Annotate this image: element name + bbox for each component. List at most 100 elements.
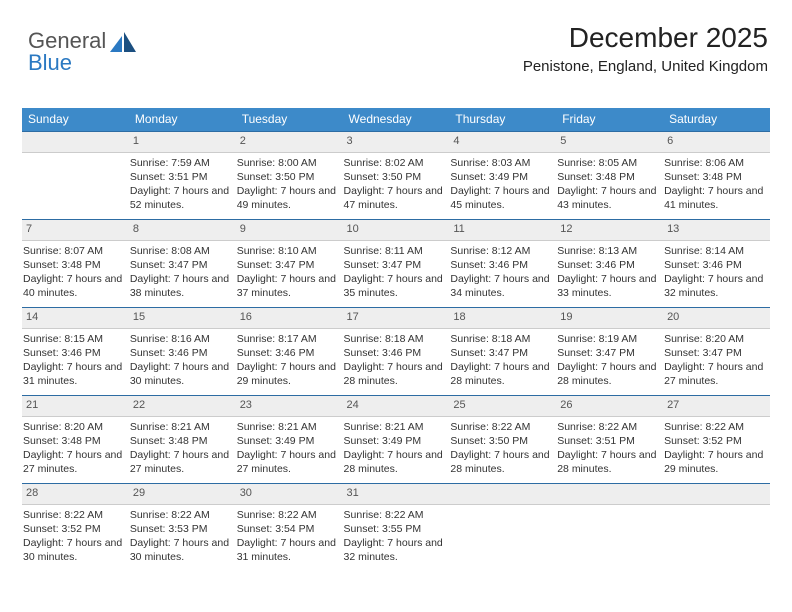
calendar-cell: 1Sunrise: 7:59 AMSunset: 3:51 PMDaylight… bbox=[129, 131, 236, 219]
calendar-cell: 31Sunrise: 8:22 AMSunset: 3:55 PMDayligh… bbox=[343, 483, 450, 571]
sunset-line: Sunset: 3:46 PM bbox=[557, 258, 661, 272]
day-number bbox=[449, 483, 556, 505]
sunrise-line: Sunrise: 8:22 AM bbox=[450, 420, 554, 434]
calendar-cell: 9Sunrise: 8:10 AMSunset: 3:47 PMDaylight… bbox=[236, 219, 343, 307]
weekday-header: Wednesday bbox=[343, 108, 450, 131]
day-number: 5 bbox=[556, 131, 663, 153]
sunset-line: Sunset: 3:49 PM bbox=[344, 434, 448, 448]
day-content: Sunrise: 8:07 AMSunset: 3:48 PMDaylight:… bbox=[22, 243, 129, 301]
daylight-line: Daylight: 7 hours and 47 minutes. bbox=[344, 184, 448, 212]
day-content: Sunrise: 8:00 AMSunset: 3:50 PMDaylight:… bbox=[236, 155, 343, 213]
daylight-line: Daylight: 7 hours and 52 minutes. bbox=[130, 184, 234, 212]
sunrise-line: Sunrise: 8:13 AM bbox=[557, 244, 661, 258]
sunset-line: Sunset: 3:52 PM bbox=[664, 434, 768, 448]
day-number: 13 bbox=[663, 219, 770, 241]
day-content: Sunrise: 8:13 AMSunset: 3:46 PMDaylight:… bbox=[556, 243, 663, 301]
sunrise-line: Sunrise: 8:21 AM bbox=[130, 420, 234, 434]
day-number: 7 bbox=[22, 219, 129, 241]
daylight-line: Daylight: 7 hours and 49 minutes. bbox=[237, 184, 341, 212]
daylight-line: Daylight: 7 hours and 30 minutes. bbox=[130, 360, 234, 388]
calendar-cell: 21Sunrise: 8:20 AMSunset: 3:48 PMDayligh… bbox=[22, 395, 129, 483]
brand-logo: General Blue bbox=[28, 30, 136, 74]
day-content: Sunrise: 8:22 AMSunset: 3:54 PMDaylight:… bbox=[236, 507, 343, 565]
calendar-cell: 4Sunrise: 8:03 AMSunset: 3:49 PMDaylight… bbox=[449, 131, 556, 219]
day-number: 4 bbox=[449, 131, 556, 153]
day-content: Sunrise: 8:22 AMSunset: 3:50 PMDaylight:… bbox=[449, 419, 556, 477]
day-number: 25 bbox=[449, 395, 556, 417]
sunrise-line: Sunrise: 8:18 AM bbox=[344, 332, 448, 346]
sunset-line: Sunset: 3:48 PM bbox=[664, 170, 768, 184]
daylight-line: Daylight: 7 hours and 41 minutes. bbox=[664, 184, 768, 212]
daylight-line: Daylight: 7 hours and 31 minutes. bbox=[237, 536, 341, 564]
day-number: 8 bbox=[129, 219, 236, 241]
day-number: 3 bbox=[343, 131, 450, 153]
day-content: Sunrise: 8:14 AMSunset: 3:46 PMDaylight:… bbox=[663, 243, 770, 301]
day-number: 22 bbox=[129, 395, 236, 417]
daylight-line: Daylight: 7 hours and 32 minutes. bbox=[344, 536, 448, 564]
calendar-cell: 14Sunrise: 8:15 AMSunset: 3:46 PMDayligh… bbox=[22, 307, 129, 395]
sunrise-line: Sunrise: 8:10 AM bbox=[237, 244, 341, 258]
sunset-line: Sunset: 3:55 PM bbox=[344, 522, 448, 536]
sunrise-line: Sunrise: 8:22 AM bbox=[23, 508, 127, 522]
day-number: 16 bbox=[236, 307, 343, 329]
calendar-cell: 23Sunrise: 8:21 AMSunset: 3:49 PMDayligh… bbox=[236, 395, 343, 483]
sunrise-line: Sunrise: 8:22 AM bbox=[664, 420, 768, 434]
day-number: 6 bbox=[663, 131, 770, 153]
calendar-cell: 8Sunrise: 8:08 AMSunset: 3:47 PMDaylight… bbox=[129, 219, 236, 307]
day-content: Sunrise: 8:22 AMSunset: 3:52 PMDaylight:… bbox=[663, 419, 770, 477]
sunset-line: Sunset: 3:46 PM bbox=[23, 346, 127, 360]
sunrise-line: Sunrise: 8:08 AM bbox=[130, 244, 234, 258]
sunrise-line: Sunrise: 8:17 AM bbox=[237, 332, 341, 346]
sunset-line: Sunset: 3:47 PM bbox=[664, 346, 768, 360]
day-number bbox=[663, 483, 770, 505]
day-content: Sunrise: 8:20 AMSunset: 3:47 PMDaylight:… bbox=[663, 331, 770, 389]
calendar-cell: 10Sunrise: 8:11 AMSunset: 3:47 PMDayligh… bbox=[343, 219, 450, 307]
day-content: Sunrise: 8:21 AMSunset: 3:48 PMDaylight:… bbox=[129, 419, 236, 477]
day-number: 17 bbox=[343, 307, 450, 329]
calendar-cell: 20Sunrise: 8:20 AMSunset: 3:47 PMDayligh… bbox=[663, 307, 770, 395]
daylight-line: Daylight: 7 hours and 37 minutes. bbox=[237, 272, 341, 300]
day-number: 23 bbox=[236, 395, 343, 417]
calendar-cell bbox=[449, 483, 556, 571]
calendar-cell bbox=[556, 483, 663, 571]
calendar-cell: 25Sunrise: 8:22 AMSunset: 3:50 PMDayligh… bbox=[449, 395, 556, 483]
day-content: Sunrise: 8:05 AMSunset: 3:48 PMDaylight:… bbox=[556, 155, 663, 213]
weekday-header: Monday bbox=[129, 108, 236, 131]
daylight-line: Daylight: 7 hours and 30 minutes. bbox=[130, 536, 234, 564]
day-content: Sunrise: 8:18 AMSunset: 3:47 PMDaylight:… bbox=[449, 331, 556, 389]
calendar-header-row: SundayMondayTuesdayWednesdayThursdayFrid… bbox=[22, 108, 770, 131]
sunset-line: Sunset: 3:47 PM bbox=[237, 258, 341, 272]
sunset-line: Sunset: 3:46 PM bbox=[450, 258, 554, 272]
calendar-cell: 5Sunrise: 8:05 AMSunset: 3:48 PMDaylight… bbox=[556, 131, 663, 219]
day-number: 1 bbox=[129, 131, 236, 153]
calendar-cell: 15Sunrise: 8:16 AMSunset: 3:46 PMDayligh… bbox=[129, 307, 236, 395]
daylight-line: Daylight: 7 hours and 28 minutes. bbox=[344, 448, 448, 476]
daylight-line: Daylight: 7 hours and 40 minutes. bbox=[23, 272, 127, 300]
calendar-week-row: 14Sunrise: 8:15 AMSunset: 3:46 PMDayligh… bbox=[22, 307, 770, 395]
daylight-line: Daylight: 7 hours and 43 minutes. bbox=[557, 184, 661, 212]
sunrise-line: Sunrise: 8:11 AM bbox=[344, 244, 448, 258]
sunrise-line: Sunrise: 8:15 AM bbox=[23, 332, 127, 346]
daylight-line: Daylight: 7 hours and 27 minutes. bbox=[23, 448, 127, 476]
day-content: Sunrise: 8:02 AMSunset: 3:50 PMDaylight:… bbox=[343, 155, 450, 213]
day-number: 11 bbox=[449, 219, 556, 241]
sunset-line: Sunset: 3:47 PM bbox=[450, 346, 554, 360]
weekday-header: Saturday bbox=[663, 108, 770, 131]
daylight-line: Daylight: 7 hours and 34 minutes. bbox=[450, 272, 554, 300]
day-number bbox=[556, 483, 663, 505]
daylight-line: Daylight: 7 hours and 32 minutes. bbox=[664, 272, 768, 300]
sunset-line: Sunset: 3:54 PM bbox=[237, 522, 341, 536]
calendar-week-row: 7Sunrise: 8:07 AMSunset: 3:48 PMDaylight… bbox=[22, 219, 770, 307]
calendar-cell: 12Sunrise: 8:13 AMSunset: 3:46 PMDayligh… bbox=[556, 219, 663, 307]
sunset-line: Sunset: 3:52 PM bbox=[23, 522, 127, 536]
calendar-body: 1Sunrise: 7:59 AMSunset: 3:51 PMDaylight… bbox=[22, 131, 770, 571]
calendar-cell: 17Sunrise: 8:18 AMSunset: 3:46 PMDayligh… bbox=[343, 307, 450, 395]
weekday-header: Tuesday bbox=[236, 108, 343, 131]
weekday-header: Friday bbox=[556, 108, 663, 131]
sunrise-line: Sunrise: 8:18 AM bbox=[450, 332, 554, 346]
daylight-line: Daylight: 7 hours and 29 minutes. bbox=[237, 360, 341, 388]
calendar-cell: 7Sunrise: 8:07 AMSunset: 3:48 PMDaylight… bbox=[22, 219, 129, 307]
sunset-line: Sunset: 3:46 PM bbox=[344, 346, 448, 360]
day-content: Sunrise: 8:17 AMSunset: 3:46 PMDaylight:… bbox=[236, 331, 343, 389]
sunrise-line: Sunrise: 8:05 AM bbox=[557, 156, 661, 170]
